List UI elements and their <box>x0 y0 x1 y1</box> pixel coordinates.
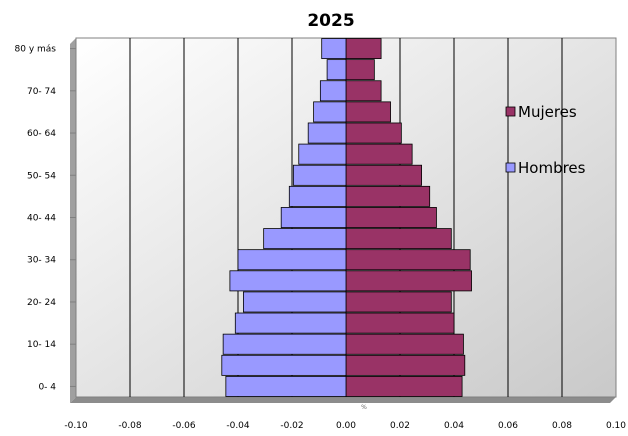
x-tick-label: -0.10 <box>64 421 88 431</box>
x-tick-label: 0.08 <box>552 421 572 431</box>
mujeres-bar-30-34 <box>345 249 471 271</box>
mujeres-bar-5-9 <box>345 354 466 376</box>
mujeres-bar-45-49 <box>345 185 431 207</box>
mujeres-bar-55-59 <box>345 143 413 165</box>
mujeres-bar-10-14 <box>345 333 464 355</box>
chart-title: 2025 <box>307 11 354 31</box>
y-tick-label: 40- 44 <box>27 214 56 224</box>
mujeres-bar-70-74 <box>345 80 382 102</box>
mujeres-legend-swatch <box>505 106 516 117</box>
x-axis-label: % <box>361 404 367 411</box>
mujeres-bar-20-24 <box>345 291 452 313</box>
y-tick-label: 60- 64 <box>27 129 56 139</box>
mujeres-bar-80-y-más <box>345 38 382 60</box>
x-tick-label: 0.04 <box>444 421 464 431</box>
x-tick-label: -0.08 <box>118 421 142 431</box>
hombres-bar-80-y-más <box>321 38 347 60</box>
hombres-bar-50-54 <box>292 164 347 186</box>
plot-depth-side <box>70 38 76 403</box>
mujeres-bar-25-29 <box>345 270 472 292</box>
hombres-bar-5-9 <box>221 354 347 376</box>
x-tick-label: 0.06 <box>498 421 518 431</box>
hombres-bar-10-14 <box>222 333 347 355</box>
x-tick-label: -0.02 <box>280 421 303 431</box>
hombres-bar-35-39 <box>263 228 347 250</box>
mujeres-legend-label: Mujeres <box>518 103 577 121</box>
mujeres-bar-0-4 <box>345 375 463 397</box>
hombres-bar-30-34 <box>237 249 347 271</box>
hombres-legend-swatch <box>505 162 516 173</box>
x-tick-label: -0.04 <box>226 421 250 431</box>
hombres-bar-40-44 <box>280 207 347 228</box>
mujeres-bar-40-44 <box>345 207 437 228</box>
y-tick-label: 50- 54 <box>27 171 56 181</box>
hombres-bar-25-29 <box>229 270 347 292</box>
mujeres-bar-60-64 <box>345 122 402 144</box>
hombres-bar-20-24 <box>242 291 347 313</box>
y-tick-label: 70- 74 <box>27 87 56 97</box>
hombres-bar-55-59 <box>298 143 347 165</box>
y-tick-label: 0- 4 <box>38 382 56 392</box>
y-tick-label: 30- 34 <box>27 256 56 266</box>
hombres-legend-label: Hombres <box>518 159 586 177</box>
hombres-bar-65-69 <box>313 101 347 123</box>
hombres-bar-15-19 <box>234 312 347 334</box>
y-tick-label: 10- 14 <box>27 340 56 350</box>
x-tick-label: 0.02 <box>390 421 410 431</box>
x-tick-label: 0.00 <box>336 421 356 431</box>
plot-depth-floor <box>70 397 616 403</box>
hombres-bar-75-79 <box>326 59 347 81</box>
hombres-bar-60-64 <box>307 122 347 144</box>
mujeres-bar-50-54 <box>345 164 422 186</box>
y-tick-label: 20- 24 <box>27 298 56 308</box>
hombres-bar-70-74 <box>319 80 347 102</box>
hombres-bar-45-49 <box>288 185 347 207</box>
mujeres-bar-65-69 <box>345 101 391 123</box>
x-tick-label: -0.06 <box>172 421 196 431</box>
mujeres-bar-75-79 <box>345 59 375 81</box>
x-tick-label: 0.10 <box>606 421 626 431</box>
mujeres-bar-15-19 <box>345 312 455 334</box>
hombres-bar-0-4 <box>225 375 347 397</box>
mujeres-bar-35-39 <box>345 228 452 250</box>
y-tick-label: 80 y más <box>15 45 57 55</box>
